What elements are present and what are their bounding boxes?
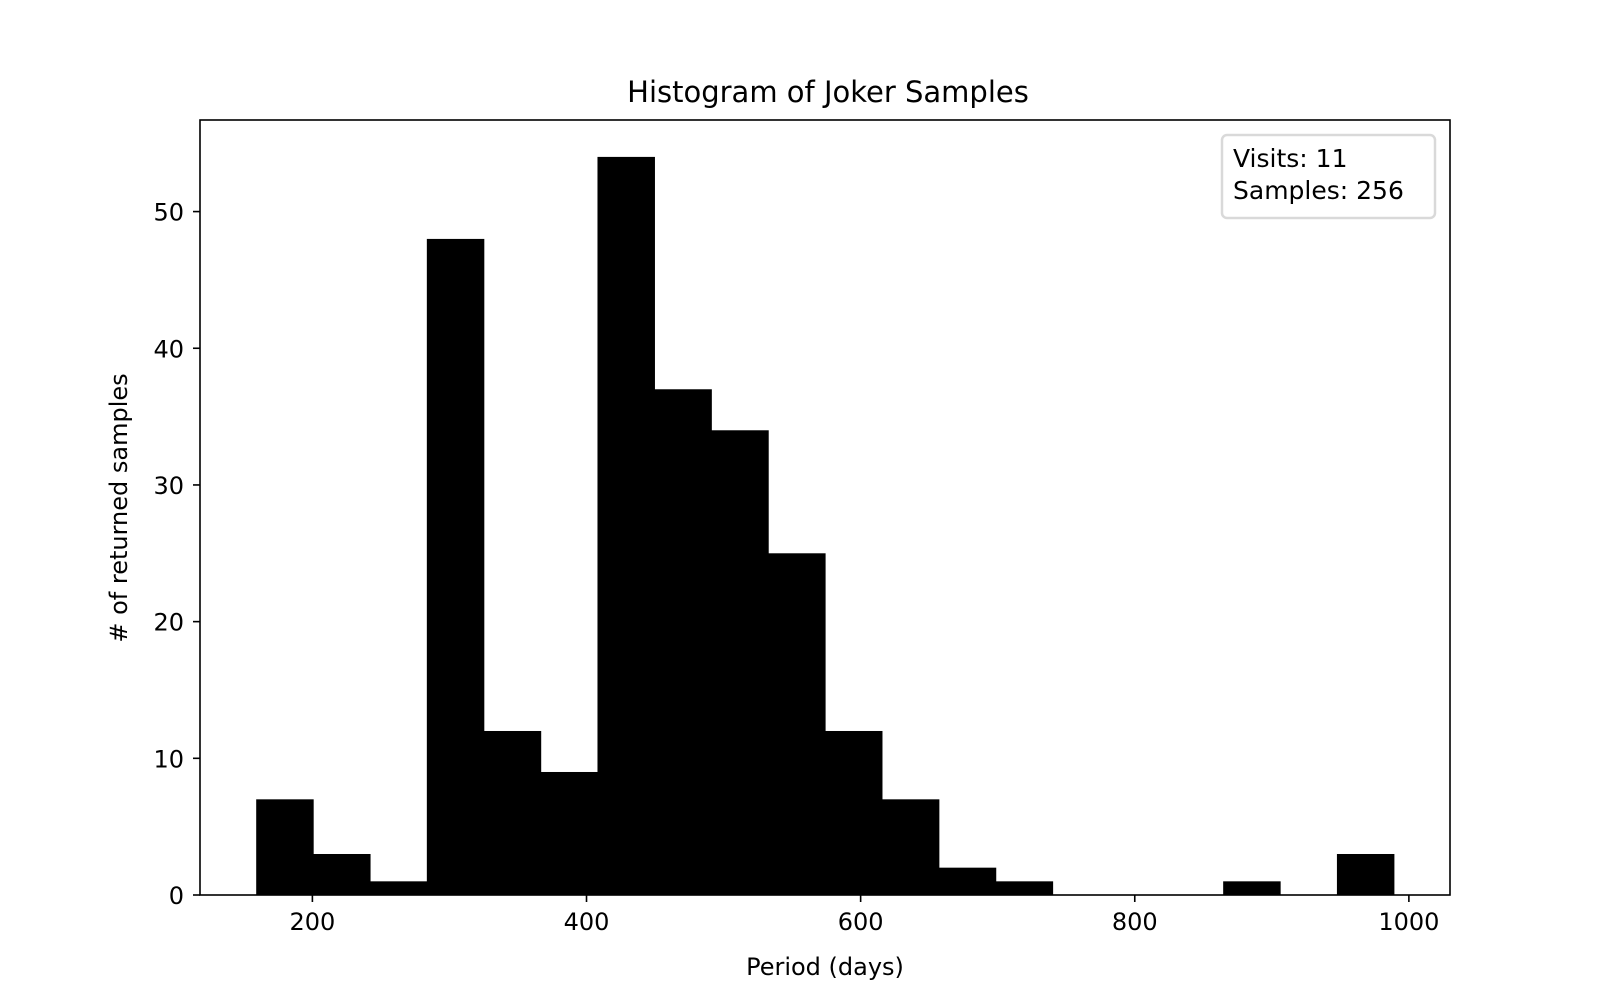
x-tick-label: 400 [564, 908, 610, 936]
legend-visits: Visits: 11 [1233, 144, 1347, 173]
y-tick-label: 40 [153, 335, 184, 363]
histogram-bar [768, 553, 826, 895]
histogram-bar [825, 730, 883, 895]
histogram-bar [313, 853, 371, 895]
histogram-bar [369, 881, 428, 895]
y-tick-label: 20 [153, 609, 184, 637]
x-tick-label: 800 [1112, 908, 1158, 936]
y-tick-label: 50 [153, 199, 184, 227]
y-axis-ticks: 0 10 20 30 40 50 [153, 199, 200, 910]
x-tick-label: 1000 [1378, 908, 1439, 936]
legend-samples: Samples: 256 [1233, 176, 1404, 205]
histogram-bar [1223, 881, 1281, 895]
y-tick-label: 10 [153, 745, 184, 773]
histogram-bar [483, 730, 542, 895]
chart-title: Histogram of Joker Samples [627, 75, 1029, 109]
histogram-bar [540, 771, 599, 895]
histogram-bars [256, 156, 1395, 895]
legend-box [1220, 133, 1437, 220]
x-tick-label: 200 [289, 908, 335, 936]
x-tick-label: 600 [838, 908, 884, 936]
histogram-bar [938, 867, 997, 895]
histogram-bar [654, 389, 712, 895]
histogram-bar [426, 238, 485, 895]
histogram-bar [995, 881, 1054, 895]
histogram-bar [1336, 853, 1395, 895]
y-tick-label: 0 [169, 882, 184, 910]
plot-frame [199, 119, 1451, 896]
x-axis-label: Period (days) [746, 953, 904, 981]
legend: Visits: 11 Samples: 256 [1220, 133, 1437, 220]
histogram-bar [597, 156, 655, 895]
histogram-bar [881, 799, 940, 895]
y-axis-label: # of returned samples [105, 373, 133, 642]
y-tick-label: 30 [153, 472, 184, 500]
histogram-bar [711, 430, 769, 895]
histogram-bar [256, 799, 314, 895]
x-axis-ticks: 200 400 600 800 1000 [289, 895, 1439, 936]
